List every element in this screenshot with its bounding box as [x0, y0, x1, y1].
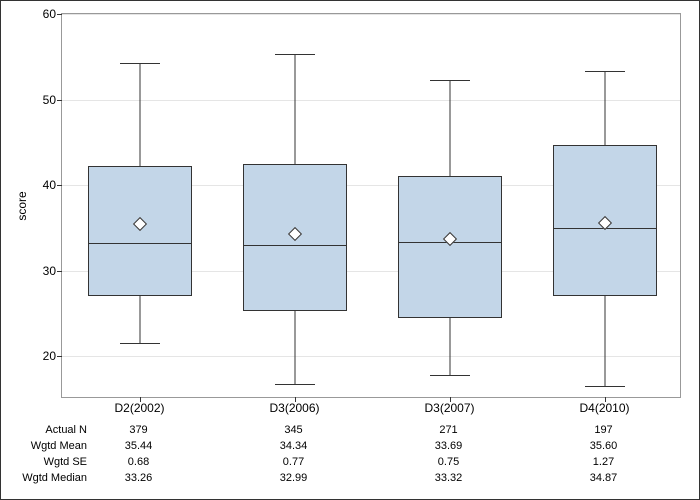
whisker-cap-lower — [430, 375, 470, 376]
box-group — [398, 14, 502, 397]
stats-cell: 197 — [594, 422, 612, 438]
whisker-lower — [139, 296, 140, 343]
plot-area: 2030405060D2(2002)D3(2006)D3(2007)D4(201… — [61, 13, 681, 398]
stats-cell: 34.87 — [590, 470, 618, 486]
stats-row-label: Wgtd SE — [1, 454, 91, 470]
x-tick-label: D4(2010) — [579, 397, 629, 415]
stats-table: Actual N 379 345 271 197 Wgtd Mean 35.44 34.34 3… — [1, 422, 699, 486]
y-tick-label: 30 — [43, 264, 62, 278]
whisker-lower — [449, 318, 450, 375]
stats-cell: 345 — [284, 422, 302, 438]
whisker-upper — [449, 80, 450, 176]
box-group — [553, 14, 657, 397]
box-rect — [398, 176, 502, 318]
stats-row-label: Actual N — [1, 422, 91, 438]
stats-cell: 0.77 — [283, 454, 304, 470]
x-tick-label: D3(2007) — [424, 397, 474, 415]
stats-row: Actual N 379 345 271 197 — [1, 422, 699, 438]
stats-cell: 0.75 — [438, 454, 459, 470]
chart-container: 20 30 40 50 60 D2(2002) D3(2006) D3(2007) D4(201… — [0, 0, 700, 500]
whisker-upper — [294, 54, 295, 164]
box-group — [88, 14, 192, 397]
whisker-cap-upper — [430, 80, 470, 81]
whisker-upper — [604, 71, 605, 145]
whisker-cap-lower — [120, 343, 160, 344]
whisker-cap-lower — [275, 384, 315, 385]
box-group — [243, 14, 347, 397]
y-tick-label: 20 — [43, 349, 62, 363]
x-tick-label: D3(2006) — [269, 397, 319, 415]
y-axis-title: score — [15, 191, 29, 220]
y-tick-label: 60 — [43, 7, 62, 21]
stats-cell: 33.32 — [435, 470, 463, 486]
stats-cell: 34.34 — [280, 438, 308, 454]
whisker-lower — [294, 311, 295, 384]
whisker-upper — [139, 63, 140, 167]
stats-row-label: Wgtd Median — [1, 470, 91, 486]
whisker-lower — [604, 296, 605, 386]
stats-cell: 271 — [439, 422, 457, 438]
whisker-cap-upper — [120, 63, 160, 64]
stats-cell: 32.99 — [280, 470, 308, 486]
stats-cell: 0.68 — [128, 454, 149, 470]
whisker-cap-upper — [585, 71, 625, 72]
stats-cell: 1.27 — [593, 454, 614, 470]
median-line — [88, 243, 192, 244]
stats-row: Wgtd SE 0.68 0.77 0.75 1.27 — [1, 454, 699, 470]
x-tick-label: D2(2002) — [114, 397, 164, 415]
stats-cell: 33.69 — [435, 438, 463, 454]
whisker-cap-lower — [585, 386, 625, 387]
stats-row: Wgtd Mean 35.44 34.34 33.69 35.60 — [1, 438, 699, 454]
median-line — [243, 245, 347, 246]
stats-cell: 379 — [129, 422, 147, 438]
y-tick-label: 50 — [43, 93, 62, 107]
whisker-cap-upper — [275, 54, 315, 55]
y-tick-label: 40 — [43, 178, 62, 192]
stats-row-label: Wgtd Mean — [1, 438, 91, 454]
stats-row: Wgtd Median 33.26 32.99 33.32 34.87 — [1, 470, 699, 486]
stats-cell: 33.26 — [125, 470, 153, 486]
stats-cell: 35.60 — [590, 438, 618, 454]
stats-cell: 35.44 — [125, 438, 153, 454]
